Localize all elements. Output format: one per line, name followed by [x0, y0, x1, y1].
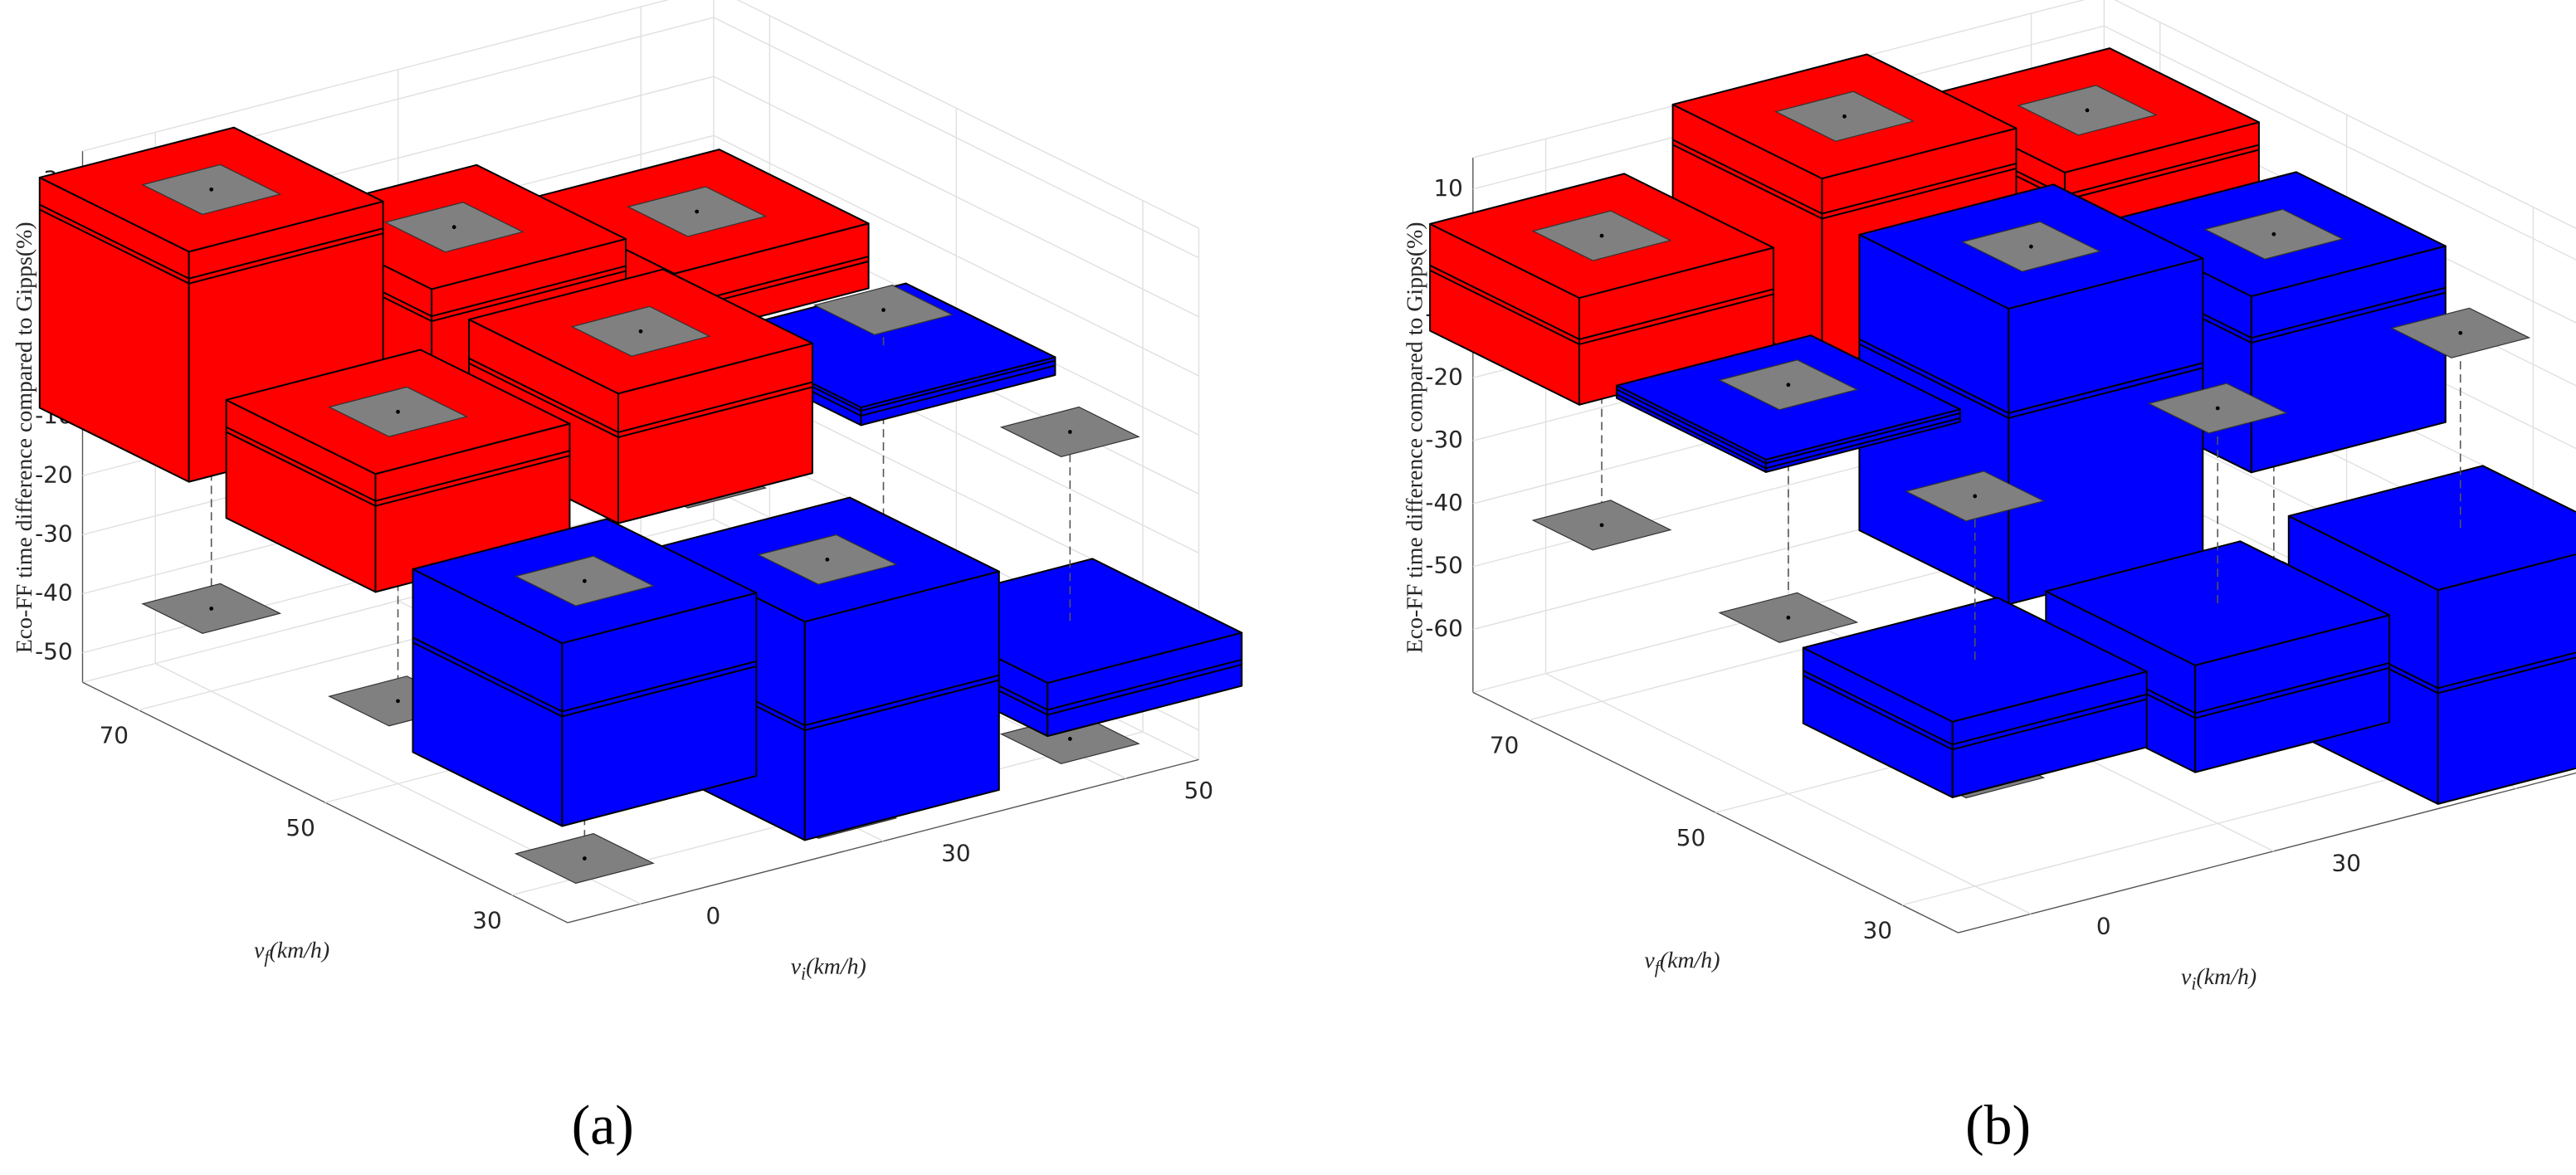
whisker-end-dot [1786, 615, 1791, 620]
chart-panel: -60-50-40-30-20-1001003050305070Eco-FF t… [1403, 0, 2576, 1157]
whisker-end-dot [2458, 330, 2463, 335]
median-line [1616, 388, 1961, 465]
y-tick-label: 30 [1863, 916, 1892, 943]
z-axis-label: Eco-FF time difference compared to Gipps… [12, 222, 37, 653]
axis-line [567, 758, 1199, 924]
x-tick-label: 50 [2574, 787, 2576, 814]
median-line [1803, 675, 2147, 751]
x-axis-label-subscript: i [2191, 974, 2196, 994]
median-line [1859, 343, 2203, 419]
y-axis-label-symbol: v [1644, 948, 1655, 973]
median-line [39, 208, 383, 285]
x-tick-label: 0 [706, 902, 721, 929]
y-axis-label-unit: (km/h) [1660, 948, 1720, 973]
whisker-end-dot [1599, 233, 1604, 238]
whisker-end-dot [2215, 406, 2220, 411]
whisker-end-dot [209, 187, 214, 192]
whisker-end-dot [638, 329, 643, 334]
median-line [1859, 338, 2203, 414]
x-axis-label: vi(km/h) [2181, 964, 2256, 994]
x-tick-label: 30 [2332, 850, 2361, 877]
whisker-end-dot [1973, 494, 1978, 499]
median-line [412, 641, 757, 718]
median-line [468, 357, 813, 434]
median-line [1429, 264, 1774, 340]
median-line [1616, 393, 1961, 470]
z-tick-label: -40 [35, 579, 72, 607]
y-axis-label: vf(km/h) [1644, 948, 1720, 978]
whisker-end-dot [2085, 108, 2090, 113]
whisker-end-dot [582, 578, 587, 583]
median-line [1429, 269, 1774, 345]
z-tick-label: -20 [1425, 363, 1462, 390]
z-tick-label: -30 [35, 519, 72, 547]
whisker-end-dot [1786, 383, 1791, 388]
whisker-end-dot [396, 409, 400, 414]
median-line [412, 636, 757, 713]
x-axis-label-subscript: i [801, 964, 806, 984]
z-tick-label: 10 [1433, 174, 1462, 202]
box-top [2287, 465, 2576, 591]
y-axis-label-symbol: v [254, 938, 265, 963]
z-tick-label: -40 [1425, 489, 1462, 516]
z-tick-label: -50 [1425, 552, 1462, 579]
whisker-end-dot [396, 699, 400, 704]
y-tick-label: 70 [100, 722, 129, 749]
median-line [468, 362, 813, 438]
axis-line [1958, 772, 2576, 934]
x-axis-label-symbol: v [791, 954, 802, 980]
z-tick-label: -50 [35, 638, 72, 666]
x-axis-label-unit: (km/h) [2196, 964, 2256, 990]
y-axis-label: vf(km/h) [254, 938, 329, 968]
y-tick-label: 50 [1676, 824, 1705, 851]
y-tick-label: 50 [285, 814, 315, 841]
panel-label: (b) [1965, 1095, 2031, 1157]
y-axis-label-subscript: f [1655, 958, 1662, 978]
median-line [226, 431, 570, 507]
chart-panel: -50-40-30-20-10010203003050305070Eco-FF … [12, 0, 1243, 1157]
median-line [1672, 144, 2017, 220]
median-line [1803, 670, 2147, 746]
z-tick-label: -30 [1425, 426, 1462, 453]
whisker-end-dot [1842, 114, 1847, 119]
z-tick-label: -20 [35, 461, 72, 488]
panel-label: (a) [572, 1095, 634, 1157]
whisker-end-dot [1067, 737, 1072, 741]
y-axis-label-subscript: f [264, 948, 271, 968]
whisker-end-dot [1067, 430, 1072, 434]
y-axis-label-unit: (km/h) [269, 938, 329, 963]
median-line [1672, 139, 2017, 215]
axis-line [82, 681, 568, 924]
median-line [226, 426, 570, 502]
x-axis-label-symbol: v [2181, 964, 2192, 990]
x-tick-label: 30 [941, 840, 970, 867]
whisker-end-dot [881, 308, 886, 312]
median-line [39, 203, 383, 280]
y-tick-label: 70 [1490, 732, 1519, 759]
box-face [2008, 257, 2204, 606]
whisker-end-dot [2271, 232, 2276, 236]
z-axis-label: Eco-FF time difference compared to Gipps… [1403, 222, 1428, 653]
x-axis-label: vi(km/h) [791, 954, 866, 984]
whisker-end-dot [1599, 523, 1604, 528]
whisker-end-dot [825, 557, 830, 562]
whisker-end-dot [2028, 244, 2033, 249]
x-tick-label: 0 [2096, 912, 2111, 939]
whisker-end-dot [695, 209, 700, 214]
whisker-end-dot [451, 225, 456, 230]
z-tick-label: -60 [1425, 615, 1462, 642]
x-axis-label-unit: (km/h) [806, 954, 866, 980]
y-tick-label: 30 [472, 906, 501, 934]
whisker-end-dot [209, 607, 214, 611]
whisker-end-dot [582, 856, 587, 861]
x-tick-label: 50 [1184, 777, 1213, 804]
